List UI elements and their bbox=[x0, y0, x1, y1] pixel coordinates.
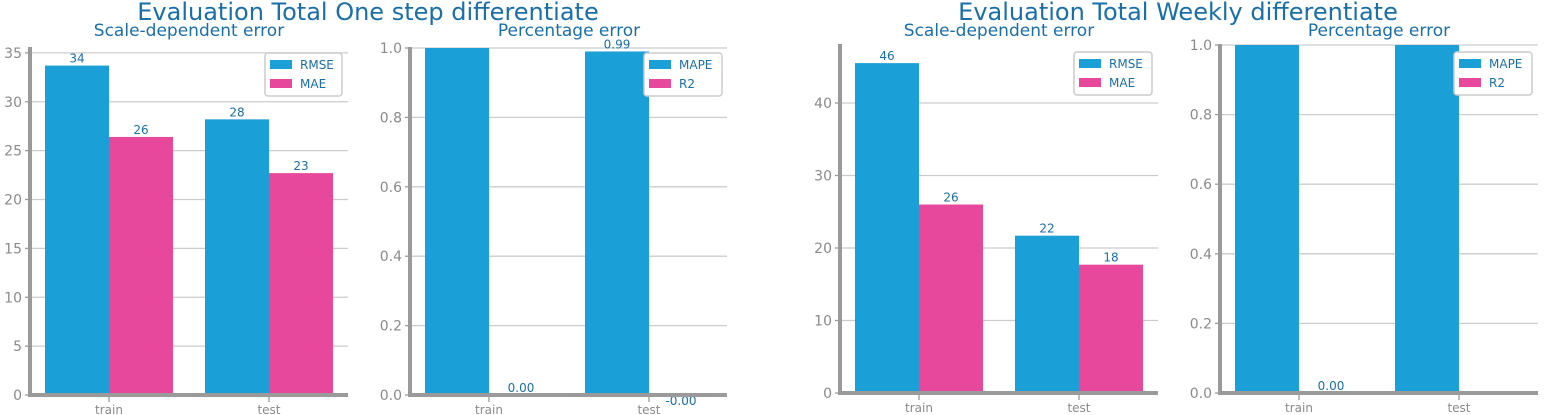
legend-swatch-r2 bbox=[1459, 78, 1481, 87]
legend-label-rmse: RMSE bbox=[300, 58, 334, 72]
y-tick-label: 30 bbox=[4, 95, 22, 111]
y-tick-label: 10 bbox=[4, 290, 22, 306]
legend-label-rmse: RMSE bbox=[1109, 57, 1143, 71]
x-tick-label: train bbox=[905, 401, 933, 415]
x-tick-label: test bbox=[257, 403, 280, 415]
bar-mae-test bbox=[269, 173, 333, 395]
bar-mape-test bbox=[1395, 45, 1459, 393]
y-tick-label: 0.4 bbox=[1190, 247, 1212, 263]
y-tick-label: 25 bbox=[4, 144, 22, 160]
chart-title: Percentage error bbox=[498, 21, 640, 41]
x-tick-label: test bbox=[1067, 401, 1090, 415]
x-tick-label: test bbox=[637, 403, 660, 415]
legend-label-r2: R2 bbox=[679, 77, 695, 91]
y-tick-label: 0.2 bbox=[1190, 316, 1212, 332]
legend-swatch-rmse bbox=[1079, 59, 1101, 68]
y-tick-label: 0.4 bbox=[380, 249, 402, 265]
y-tick-label: 0.8 bbox=[1190, 108, 1212, 124]
data-label: 46 bbox=[879, 49, 894, 63]
y-tick-label: 1.0 bbox=[1190, 38, 1212, 54]
data-label: 22 bbox=[1039, 222, 1054, 236]
y-tick-label: 0 bbox=[13, 388, 22, 404]
data-label: 0.00 bbox=[508, 381, 535, 395]
y-tick-label: 0.0 bbox=[1190, 386, 1212, 402]
legend: RMSE MAE bbox=[1073, 51, 1153, 96]
data-label: 34 bbox=[69, 52, 84, 66]
bar-mae-train bbox=[919, 204, 983, 393]
bar-mape-train bbox=[1235, 45, 1299, 393]
legend-swatch-mae bbox=[1079, 78, 1101, 87]
legend-label-mape: MAPE bbox=[679, 58, 712, 72]
bar-mae-train bbox=[109, 136, 173, 396]
y-tick-label: 15 bbox=[4, 241, 22, 257]
figure-title-one-step: Evaluation Total One step differentiate bbox=[137, 0, 599, 26]
y-tick-label: 0.6 bbox=[380, 180, 402, 196]
bar-rmse-test bbox=[205, 119, 269, 396]
x-tick-label: train bbox=[95, 403, 123, 415]
bar-rmse-train bbox=[855, 63, 919, 393]
y-tick-label: 35 bbox=[4, 46, 22, 62]
data-label: -0.00 bbox=[665, 394, 696, 408]
legend-swatch-mae bbox=[270, 79, 292, 88]
data-label: 23 bbox=[293, 159, 308, 173]
bar-mape-train bbox=[425, 48, 489, 395]
bar-rmse-test bbox=[1015, 235, 1079, 393]
x-tick-label: test bbox=[1447, 401, 1470, 415]
figure-title-weekly: Evaluation Total Weekly differentiate bbox=[958, 0, 1398, 26]
legend: RMSE MAE bbox=[264, 52, 343, 97]
y-tick-label: 0.6 bbox=[1190, 177, 1212, 193]
legend: MAPE R2 bbox=[1453, 51, 1533, 96]
legend-swatch-rmse bbox=[270, 60, 292, 69]
y-tick-label: 30 bbox=[814, 169, 832, 185]
data-label: 0.99 bbox=[604, 37, 631, 51]
legend-label-mae: MAE bbox=[300, 77, 326, 91]
data-label: 0.00 bbox=[1318, 379, 1345, 393]
bar-mape-test bbox=[585, 51, 649, 395]
bar-rmse-train bbox=[45, 65, 109, 396]
y-tick-label: 10 bbox=[814, 314, 832, 330]
x-tick-label: train bbox=[1285, 401, 1313, 415]
legend-label-mape: MAPE bbox=[1489, 57, 1522, 71]
y-tick-label: 0 bbox=[823, 386, 832, 402]
legend-label-r2: R2 bbox=[1489, 76, 1505, 90]
legend: MAPE R2 bbox=[643, 52, 723, 97]
legend-swatch-r2 bbox=[649, 79, 671, 88]
y-tick-label: 20 bbox=[814, 241, 832, 257]
y-tick-label: 40 bbox=[814, 96, 832, 112]
y-tick-label: 0.2 bbox=[380, 319, 402, 335]
y-tick-label: 5 bbox=[13, 339, 22, 355]
chart-title: Scale-dependent error bbox=[94, 21, 284, 41]
bar-mae-test bbox=[1079, 264, 1143, 393]
legend-swatch-mape bbox=[649, 60, 671, 69]
y-tick-label: 1.0 bbox=[380, 41, 402, 57]
data-label: 26 bbox=[943, 191, 958, 205]
data-label: 28 bbox=[229, 105, 244, 119]
chart-title: Scale-dependent error bbox=[904, 21, 1094, 41]
legend-label-mae: MAE bbox=[1109, 76, 1135, 90]
legend-swatch-mape bbox=[1459, 59, 1481, 68]
data-label: 18 bbox=[1103, 251, 1118, 265]
data-label: 26 bbox=[133, 123, 148, 137]
y-tick-label: 0.0 bbox=[380, 388, 402, 404]
x-tick-label: train bbox=[475, 403, 503, 415]
y-tick-label: 20 bbox=[4, 193, 22, 209]
chart-title: Percentage error bbox=[1308, 21, 1450, 41]
y-tick-label: 0.8 bbox=[380, 110, 402, 126]
